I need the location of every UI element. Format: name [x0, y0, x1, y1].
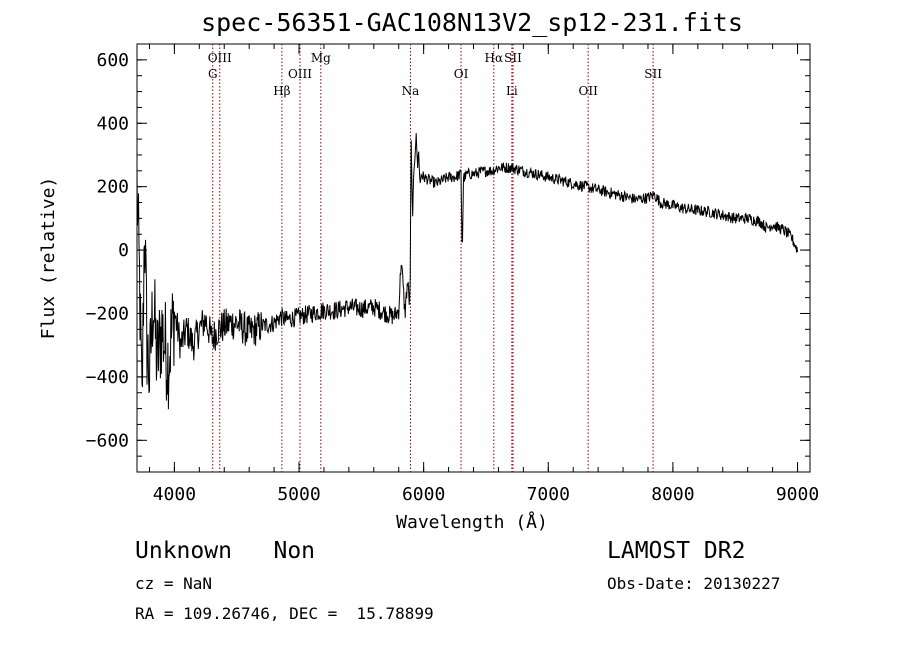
emission-line-label: Hβ — [273, 84, 290, 98]
cz-text: cz = NaN — [135, 574, 213, 593]
y-tick-label: 400 — [96, 113, 129, 134]
emission-line-label: OIII — [288, 67, 312, 81]
axis-ticks: 4000 5000 6000 7000 8000 9000 −600 −400 −200 0 200… — [86, 44, 819, 505]
x-axis-label: Wavelength (Å) — [396, 511, 548, 533]
emission-line-label: Mg — [311, 51, 331, 65]
y-tick-label: 600 — [96, 50, 129, 71]
survey-name: LAMOST DR2 — [607, 538, 746, 564]
x-tick-label: 5000 — [277, 484, 320, 505]
coordinates-text: RA = 109.26746, DEC = 15.78899 — [135, 604, 434, 623]
y-tick-label: −400 — [86, 367, 129, 388]
y-axis-label: Flux (relative) — [38, 177, 59, 340]
x-tick-label: 8000 — [651, 484, 694, 505]
emission-line-label: Hα — [485, 51, 504, 65]
emission-line-label: SII — [644, 67, 662, 81]
emission-line-label: Na — [402, 84, 420, 98]
classification-text: Unknown Non — [135, 538, 316, 564]
emission-line-label: G — [208, 67, 218, 81]
x-tick-label: 4000 — [153, 484, 196, 505]
emission-line-label: Li — [506, 84, 518, 98]
chart-title: spec-56351-GAC108N13V2_sp12-231.fits — [201, 8, 743, 37]
emission-line-label: SII — [504, 51, 522, 65]
emission-line-label: OIII — [208, 51, 232, 65]
emission-line-label: OII — [578, 84, 598, 98]
observation-date: Obs-Date: 20130227 — [607, 574, 781, 593]
plot-frame — [136, 43, 811, 473]
y-tick-label: 200 — [96, 177, 129, 198]
y-tick-label: 0 — [118, 240, 129, 261]
x-tick-label: 9000 — [776, 484, 819, 505]
spectrum-series-line — [136, 133, 798, 410]
emission-line-label: OI — [454, 67, 469, 81]
x-tick-label: 7000 — [527, 484, 570, 505]
x-tick-label: 6000 — [402, 484, 445, 505]
y-tick-label: −200 — [86, 303, 129, 324]
y-tick-label: −600 — [86, 430, 129, 451]
